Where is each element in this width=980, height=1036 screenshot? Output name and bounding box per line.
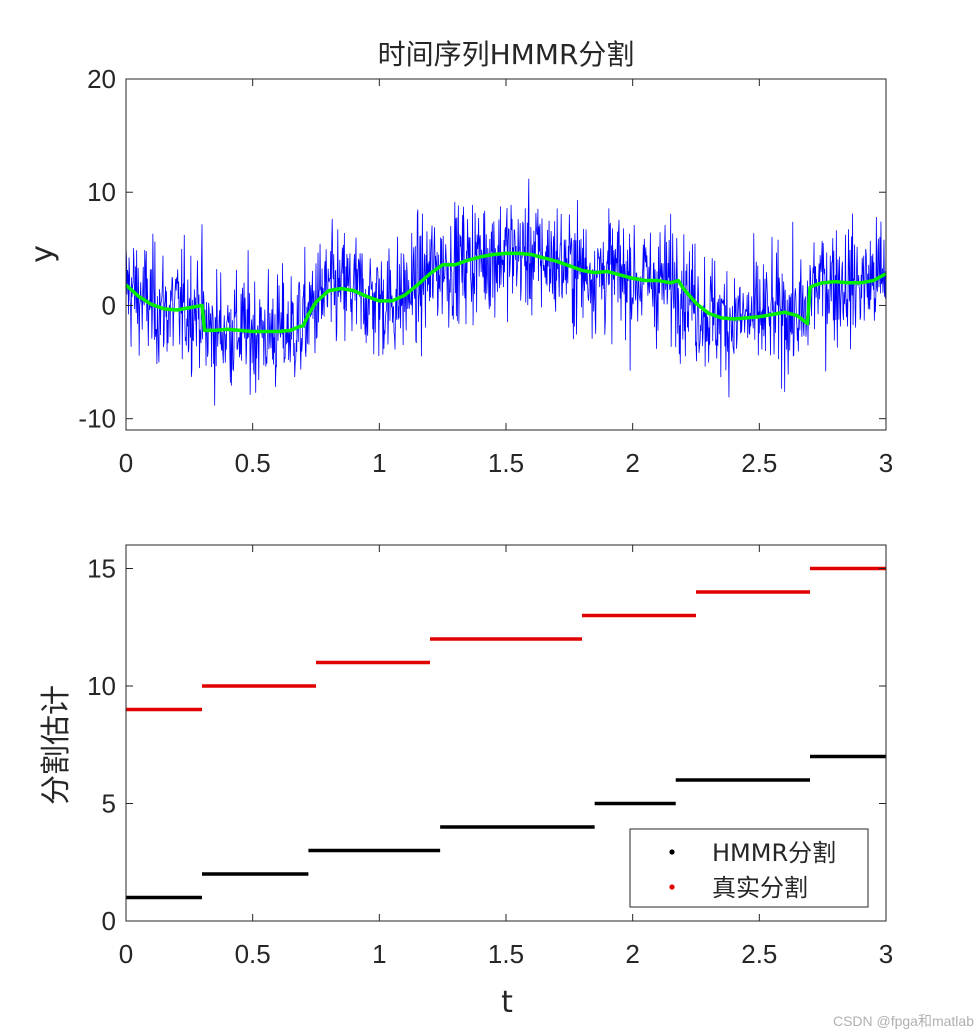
- y-tick-label: 0: [102, 906, 116, 936]
- x-tick-label: 3: [879, 448, 893, 478]
- x-tick-label: 1: [372, 939, 386, 969]
- top-plot-title: 时间序列HMMR分割: [378, 38, 635, 71]
- y-tick-label: 10: [87, 671, 116, 701]
- series-hmmr-fit: [124, 251, 887, 334]
- y-tick-label: 15: [87, 554, 116, 584]
- bottom-plot-xlabel: t: [501, 985, 513, 1020]
- bottom-plot-data: [126, 566, 886, 900]
- x-tick-label: 2: [625, 939, 639, 969]
- watermark: CSDN @fpga和matlab: [833, 1013, 974, 1029]
- y-tick-label: 20: [87, 64, 116, 94]
- y-tick-label: 5: [102, 789, 116, 819]
- legend-label-hmmr: HMMR分割: [712, 839, 836, 867]
- x-tick-label: 0: [119, 448, 133, 478]
- legend-marker-true: [669, 884, 675, 890]
- x-tick-label: 2: [625, 448, 639, 478]
- x-tick-label: 3: [879, 939, 893, 969]
- legend-box: [629, 828, 869, 908]
- x-tick-label: 0.5: [235, 939, 271, 969]
- legend-marker-hmmr: [669, 849, 675, 855]
- x-tick-label: 2.5: [741, 939, 777, 969]
- series-noisy-signal: [125, 178, 887, 406]
- x-tick-label: 0: [119, 939, 133, 969]
- x-tick-label: 1: [372, 448, 386, 478]
- x-tick-label: 0.5: [235, 448, 271, 478]
- legend-label-true: 真实分割: [712, 874, 808, 902]
- top-plot-data: [124, 178, 887, 406]
- bottom-plot-axes: 0 0.5 1 1.5 2 2.5 3 0 5 10 15: [87, 544, 893, 969]
- x-tick-label: 1.5: [488, 939, 524, 969]
- y-tick-label: -10: [78, 404, 116, 434]
- top-plot-ylabel: y: [25, 245, 60, 263]
- x-tick-label: 2.5: [741, 448, 777, 478]
- y-tick-label: 10: [87, 177, 116, 207]
- bottom-plot: 分割估计 t 0 0.5 1 1.5 2 2.5 3 0 5 10 15 HMMR分割 真实分割: [39, 544, 893, 1020]
- x-tick-label: 1.5: [488, 448, 524, 478]
- bottom-plot-ylabel: 分割估计: [39, 685, 74, 805]
- legend: HMMR分割 真实分割: [629, 828, 869, 908]
- y-tick-label: 0: [102, 290, 116, 320]
